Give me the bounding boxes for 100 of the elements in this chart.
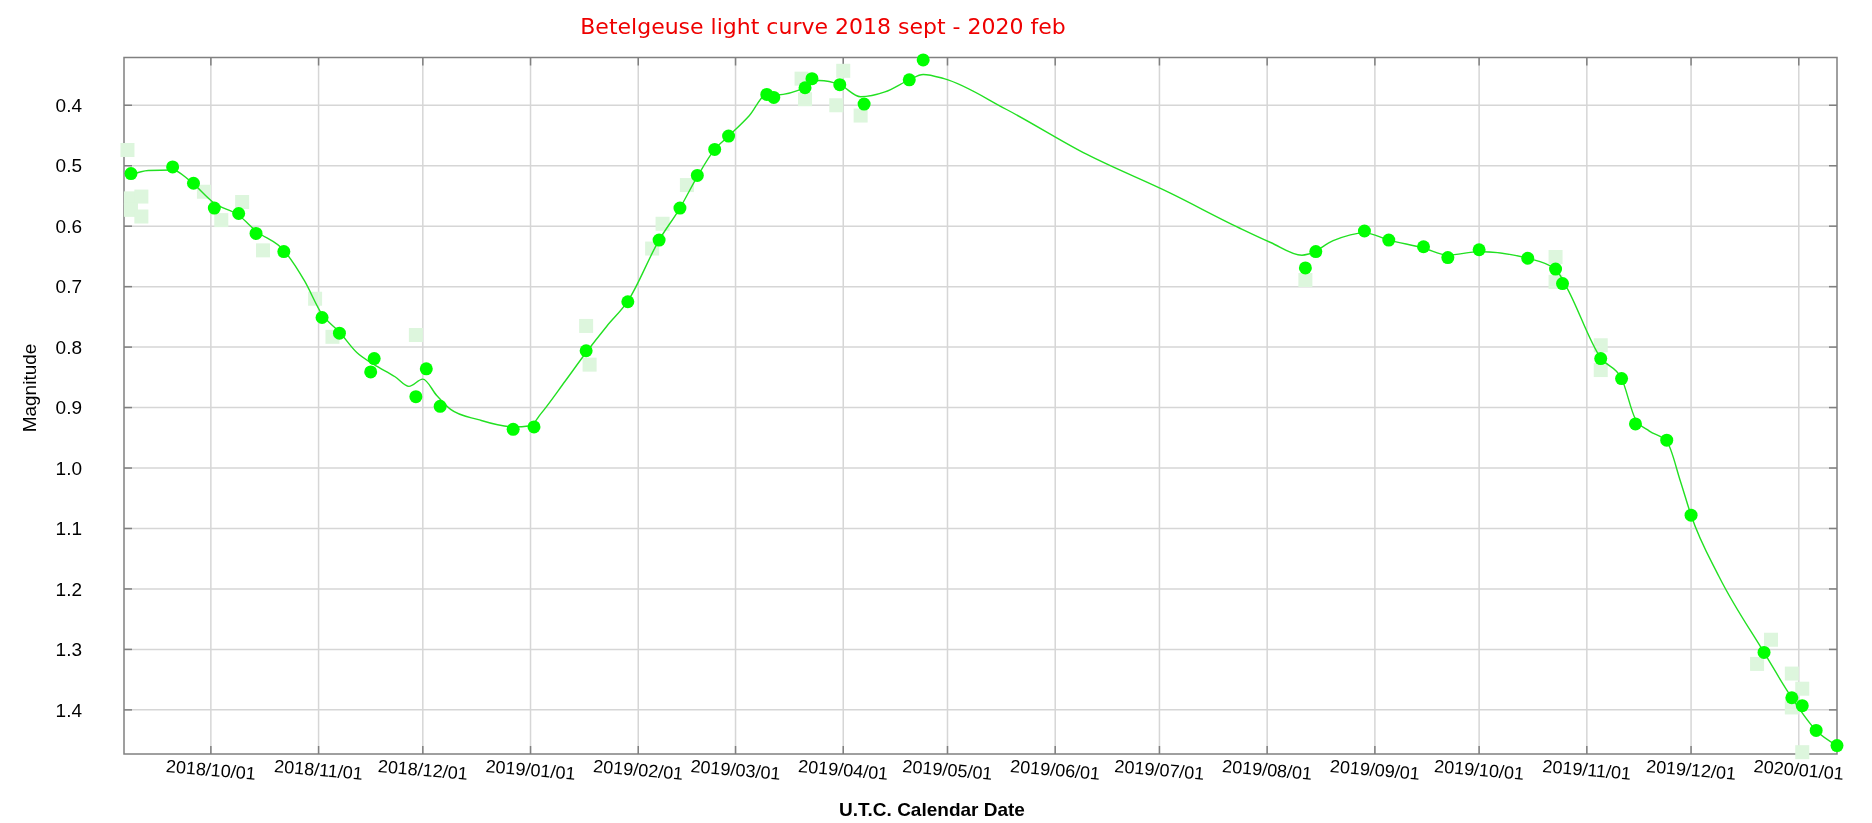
point — [419, 362, 433, 376]
x-tick-label: 2019/08/01 — [1221, 756, 1313, 784]
x-tick-label: 2019/03/01 — [689, 756, 782, 784]
point — [767, 90, 781, 104]
point — [207, 201, 221, 215]
point — [255, 243, 270, 258]
point — [1684, 508, 1698, 522]
point — [853, 108, 868, 123]
point — [1763, 632, 1778, 647]
point — [332, 326, 346, 340]
point — [166, 160, 180, 174]
point — [1472, 243, 1486, 257]
point — [652, 233, 666, 247]
point — [1795, 699, 1809, 713]
point — [673, 201, 687, 215]
x-tick-label: 2019/01/01 — [484, 756, 577, 784]
point — [798, 92, 813, 107]
point — [433, 399, 447, 413]
x-tick-label: 2019/02/01 — [592, 756, 684, 784]
x-tick-label: 2019/06/01 — [1009, 756, 1101, 784]
point — [277, 245, 291, 259]
y-tick-label: 1.3 — [55, 639, 82, 661]
x-tick-label: 2019/05/01 — [901, 756, 994, 784]
y-tick-label: 1.2 — [55, 578, 82, 600]
point — [367, 352, 381, 366]
point — [1521, 251, 1535, 265]
point — [1593, 363, 1608, 378]
point — [1357, 224, 1371, 238]
y-tick-label: 0.7 — [55, 276, 82, 298]
point — [214, 213, 229, 228]
point — [1809, 723, 1823, 737]
point — [232, 206, 246, 220]
y-tick-label: 1.4 — [55, 699, 83, 721]
point — [621, 295, 635, 309]
point — [1795, 681, 1810, 696]
point — [655, 216, 670, 231]
y-tick-label: 0.4 — [55, 94, 83, 116]
y-axis-title: Magnitude — [19, 343, 40, 433]
x-tick-label: 2019/09/01 — [1329, 756, 1421, 784]
y-tick-label: 0.8 — [55, 336, 82, 358]
x-tick-label: 2020/01/01 — [1753, 756, 1845, 784]
point — [1784, 666, 1799, 681]
point — [1548, 250, 1563, 265]
x-tick-label: 2019/04/01 — [797, 756, 889, 784]
y-tick-label: 1.0 — [55, 457, 82, 479]
point — [1628, 417, 1642, 431]
point — [1757, 645, 1771, 659]
point — [1309, 245, 1323, 259]
point — [1660, 433, 1674, 447]
y-tick-label: 0.6 — [55, 215, 82, 237]
point — [134, 209, 149, 224]
point — [506, 422, 520, 436]
x-tick-label: 2019/10/01 — [1433, 756, 1525, 784]
point — [1382, 233, 1396, 247]
x-tick-label: 2019/12/01 — [1645, 756, 1737, 784]
point — [409, 390, 423, 404]
point — [1417, 240, 1431, 254]
point — [134, 189, 149, 204]
point — [527, 420, 541, 434]
point — [186, 176, 200, 190]
point — [579, 344, 593, 358]
x-tick-label: 2018/10/01 — [165, 756, 257, 784]
point — [690, 168, 704, 182]
point — [1615, 372, 1629, 386]
point — [235, 195, 250, 209]
x-axis-title: U.T.C. Calendar Date — [839, 799, 1025, 820]
point — [364, 365, 378, 379]
point — [902, 73, 916, 87]
point — [579, 318, 594, 333]
point — [1549, 262, 1563, 276]
point — [120, 143, 135, 157]
point — [249, 226, 263, 240]
chart-title: Betelgeuse light curve 2018 sept - 2020 feb — [580, 14, 1066, 39]
point — [836, 63, 851, 78]
point — [708, 142, 722, 156]
point — [1795, 745, 1810, 760]
point — [722, 129, 736, 143]
point — [1556, 277, 1569, 291]
point — [1298, 272, 1313, 287]
point — [833, 78, 847, 92]
y-tick-label: 0.5 — [55, 155, 82, 177]
point — [857, 97, 871, 111]
point — [1593, 338, 1608, 353]
point — [805, 72, 819, 86]
point — [1298, 261, 1312, 275]
point — [582, 357, 597, 372]
point — [315, 310, 329, 324]
point — [1750, 656, 1765, 671]
y-tick-label: 0.9 — [55, 397, 82, 419]
point — [1594, 352, 1608, 366]
point — [916, 53, 930, 67]
point — [1785, 691, 1799, 705]
x-tick-label: 2019/11/01 — [1541, 756, 1632, 784]
x-tick-label: 2019/07/01 — [1113, 756, 1206, 784]
point — [408, 328, 423, 343]
x-tick-label: 2018/12/01 — [377, 756, 469, 784]
point — [1830, 739, 1844, 753]
point — [798, 81, 812, 95]
point — [829, 98, 844, 113]
point — [124, 167, 138, 181]
